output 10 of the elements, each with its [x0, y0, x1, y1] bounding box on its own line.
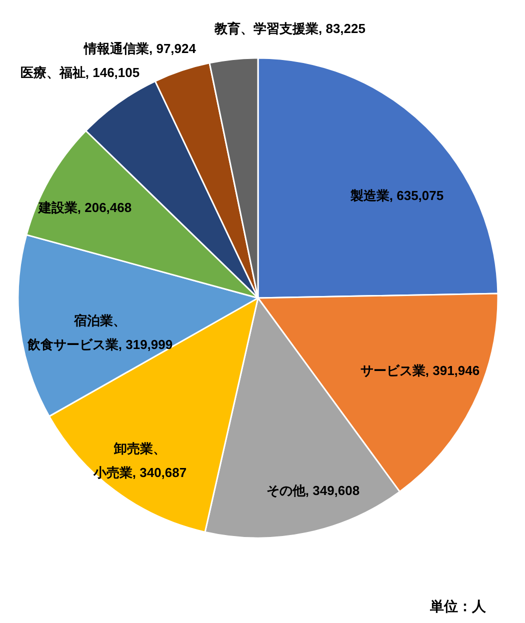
annotation: 単位：人	[430, 598, 486, 614]
data-label: 宿泊業、飲食サービス業, 319,999	[27, 313, 173, 352]
data-label: 建設業, 206,468	[38, 200, 132, 215]
data-label: その他, 349,608	[266, 483, 360, 498]
data-label: 卸売業、小売業, 340,687	[93, 441, 187, 480]
data-label: 教育、学習支援業, 83,225	[214, 21, 366, 36]
data-label: 医療、福祉, 146,105	[20, 65, 140, 80]
data-label: 情報通信業, 97,924	[84, 41, 196, 56]
data-label: 製造業, 635,075	[350, 188, 444, 203]
data-label: サービス業, 391,946	[360, 363, 480, 378]
